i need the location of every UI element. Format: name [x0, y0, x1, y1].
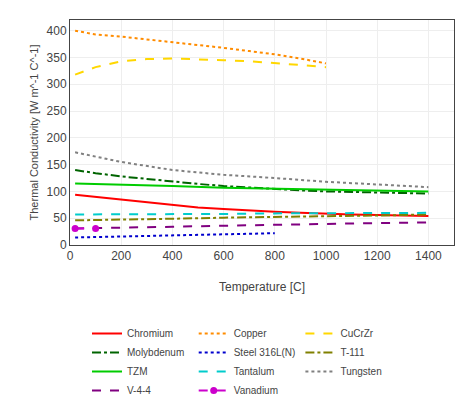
- svg-text:V-4-4: V-4-4: [127, 385, 151, 396]
- svg-text:Tungsten: Tungsten: [340, 366, 381, 377]
- svg-text:0: 0: [67, 249, 74, 263]
- svg-text:200: 200: [47, 131, 67, 145]
- svg-text:0: 0: [60, 238, 67, 252]
- svg-text:TZM: TZM: [127, 366, 148, 377]
- svg-text:1400: 1400: [415, 249, 442, 263]
- svg-text:1000: 1000: [313, 249, 340, 263]
- svg-text:800: 800: [265, 249, 285, 263]
- svg-text:Temperature [C]: Temperature [C]: [219, 280, 305, 294]
- svg-text:350: 350: [47, 51, 67, 65]
- svg-text:Vanadium: Vanadium: [234, 385, 278, 396]
- svg-text:50: 50: [53, 211, 67, 225]
- svg-text:Thermal Conductivity [W m^-1 C: Thermal Conductivity [W m^-1 C^-1]: [28, 45, 40, 221]
- svg-text:Steel 316L(N): Steel 316L(N): [234, 347, 296, 358]
- svg-text:150: 150: [47, 158, 67, 172]
- svg-text:400: 400: [162, 249, 182, 263]
- svg-text:1200: 1200: [364, 249, 391, 263]
- svg-text:100: 100: [47, 185, 67, 199]
- svg-text:T-111: T-111: [340, 347, 365, 358]
- svg-text:Tantalum: Tantalum: [234, 366, 275, 377]
- svg-text:400: 400: [47, 24, 67, 38]
- svg-text:600: 600: [214, 249, 234, 263]
- svg-text:200: 200: [111, 249, 131, 263]
- svg-text:300: 300: [47, 77, 67, 91]
- svg-text:250: 250: [47, 104, 67, 118]
- svg-text:Chromium: Chromium: [127, 328, 173, 339]
- svg-text:Copper: Copper: [234, 328, 267, 339]
- svg-text:CuCrZr: CuCrZr: [340, 328, 373, 339]
- svg-text:Molybdenum: Molybdenum: [127, 347, 184, 358]
